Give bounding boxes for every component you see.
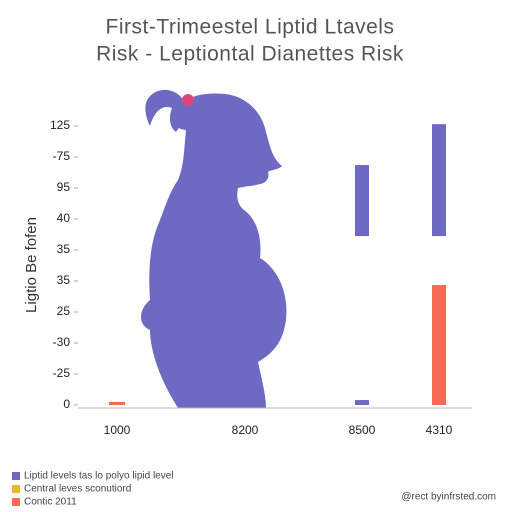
ponytail (145, 89, 186, 132)
bar (109, 401, 125, 405)
legend-label: Contic 2011 (24, 497, 77, 508)
y-tick-label: 40 (57, 211, 71, 225)
pregnant-silhouette (141, 93, 287, 408)
x-tick-label: 8200 (232, 423, 259, 437)
bar (355, 165, 369, 237)
x-tick-label: 4310 (426, 423, 453, 437)
bar (432, 285, 446, 405)
legend-swatch (12, 498, 20, 506)
legend-swatch (12, 485, 20, 493)
y-tick-label: 25 (57, 304, 71, 318)
legend-label: Liptid levels tas lo polyo lipid level (24, 471, 174, 482)
y-tick-label: 0 (63, 397, 70, 411)
chart-title: First-Trimeestel Liptid Ltavels (106, 16, 395, 39)
legend-swatch (12, 472, 20, 480)
y-tick-label: 95 (57, 180, 71, 194)
hair-tie (182, 94, 194, 106)
y-axis-label: Ligtio Be fofen (23, 217, 40, 313)
y-tick-label: -30 (53, 335, 71, 349)
y-tick-label: -75 (53, 149, 71, 163)
credit: @rect byinfrsted.com (401, 492, 496, 503)
chart-subtitle: Risk - Leptiontal Dianettes Risk (96, 43, 404, 66)
y-tick-label: -25 (53, 366, 71, 380)
y-tick-label: 35 (57, 273, 71, 287)
x-tick-label: 1000 (104, 423, 131, 437)
bar (432, 124, 446, 237)
x-tick-label: 8500 (349, 423, 376, 437)
legend-label: Central leves sconutiord (24, 484, 131, 495)
y-tick-label: 125 (50, 118, 70, 132)
y-tick-label: 35 (57, 242, 71, 256)
bar (355, 400, 369, 405)
